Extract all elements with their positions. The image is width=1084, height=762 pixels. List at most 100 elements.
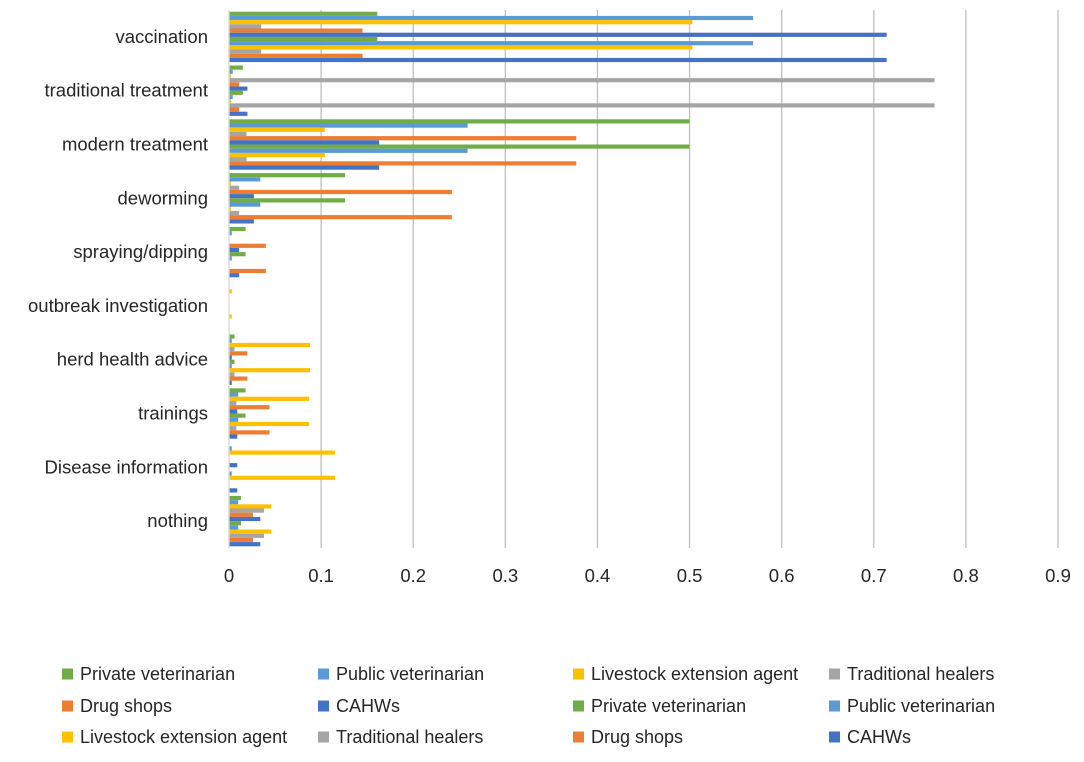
bar-trainings-drug-shops-4 (229, 405, 270, 410)
legend-label-cahws-5: CAHWs (336, 696, 400, 716)
bar-trainings-public-veterinarian-7 (229, 417, 239, 422)
x-tick-label-0-4: 0.4 (585, 565, 611, 586)
bar-modern-treatment-drug-shops-4 (229, 136, 577, 141)
legend-item-livestock-extension-agent-8: Livestock extension agent (62, 727, 287, 747)
bar-herd-health-advice-public-veterinarian-7 (229, 363, 232, 369)
category-label-modern-treatment: modern treatment (62, 134, 208, 155)
bar-traditional-treatment-private-veterinarian-0 (229, 65, 243, 70)
bar-disease-information-cahws-5 (229, 463, 238, 468)
bar-herd-health-advice-drug-shops-10 (229, 376, 248, 381)
bar-nothing-drug-shops-4 (229, 512, 253, 517)
bar-trainings-livestock-extension-agent-2 (229, 396, 310, 401)
bar-disease-information-livestock-extension-agent-2 (229, 450, 335, 455)
bar-herd-health-advice-private-veterinarian-6 (229, 359, 235, 364)
bar-spraying-dipping-public-veterinarian-1 (229, 231, 232, 236)
bar-vaccination-public-veterinarian-7 (229, 41, 754, 46)
bar-herd-health-advice-cahws-11 (229, 380, 232, 385)
bar-modern-treatment-private-veterinarian-0 (229, 119, 690, 124)
bar-modern-treatment-traditional-healers-9 (229, 157, 247, 162)
bar-trainings-cahws-11 (229, 434, 238, 439)
legend-swatch-livestock-extension-agent-2 (573, 668, 584, 680)
bar-vaccination-private-veterinarian-6 (229, 36, 378, 42)
bar-modern-treatment-cahws-11 (229, 165, 380, 170)
bar-herd-health-advice-livestock-extension-agent-8 (229, 368, 311, 373)
category-label-disease-information: Disease information (45, 456, 209, 477)
x-tick-label-0-1: 0.1 (308, 565, 334, 586)
bar-trainings-livestock-extension-agent-8 (229, 421, 310, 427)
bar-spraying-dipping-drug-shops-4 (229, 243, 266, 248)
bar-deworming-traditional-healers-3 (229, 185, 240, 190)
bar-vaccination-public-veterinarian-1 (229, 15, 754, 21)
bar-deworming-public-veterinarian-1 (229, 177, 261, 182)
bar-trainings-private-veterinarian-6 (229, 413, 246, 418)
bar-trainings-drug-shops-10 (229, 430, 270, 435)
legend-item-cahws-11: CAHWs (829, 727, 911, 747)
legend-label-drug-shops-10: Drug shops (591, 727, 683, 747)
x-tick-label-0-7: 0.7 (861, 565, 887, 586)
bar-traditional-treatment-livestock-extension-agent-8 (229, 99, 231, 104)
bar-nothing-traditional-healers-3 (229, 508, 265, 513)
bar-modern-treatment-livestock-extension-agent-8 (229, 152, 325, 158)
bar-herd-health-advice-traditional-healers-9 (229, 372, 235, 377)
legend-item-livestock-extension-agent-2: Livestock extension agent (573, 664, 798, 684)
legend-swatch-drug-shops-4 (62, 700, 73, 712)
bar-modern-treatment-private-veterinarian-6 (229, 144, 690, 149)
legend-swatch-traditional-healers-3 (829, 668, 840, 680)
bar-traditional-treatment-public-veterinarian-1 (229, 69, 233, 74)
legend-label-drug-shops-4: Drug shops (80, 696, 172, 716)
legend-swatch-livestock-extension-agent-8 (62, 731, 73, 743)
category-label-traditional-treatment: traditional treatment (44, 80, 208, 101)
bar-vaccination-cahws-11 (229, 57, 887, 63)
bar-vaccination-traditional-healers-3 (229, 24, 262, 29)
legend-swatch-public-veterinarian-7 (829, 700, 840, 712)
bar-deworming-private-veterinarian-6 (229, 198, 346, 203)
bar-traditional-treatment-private-veterinarian-6 (229, 90, 243, 95)
x-tick-label-0-8: 0.8 (953, 565, 979, 586)
legend-item-drug-shops-4: Drug shops (62, 696, 172, 716)
bar-modern-treatment-cahws-5 (229, 140, 380, 145)
bar-nothing-private-veterinarian-6 (229, 521, 241, 526)
legend-swatch-private-veterinarian-0 (62, 668, 73, 680)
bar-herd-health-advice-public-veterinarian-1 (229, 338, 232, 343)
bar-disease-information-livestock-extension-agent-8 (229, 475, 335, 480)
bar-nothing-cahws-11 (229, 542, 261, 547)
legend-label-traditional-healers-9: Traditional healers (336, 727, 483, 747)
bar-deworming-livestock-extension-agent-2 (229, 181, 231, 186)
legend-swatch-cahws-5 (318, 700, 329, 712)
bar-herd-health-advice-cahws-5 (229, 355, 232, 360)
bar-trainings-public-veterinarian-1 (229, 392, 239, 397)
bar-traditional-treatment-cahws-5 (229, 86, 248, 91)
bar-nothing-cahws-5 (229, 516, 261, 522)
x-tick-label-0-2: 0.2 (400, 565, 426, 586)
bar-traditional-treatment-drug-shops-10 (229, 107, 240, 112)
bar-spraying-dipping-cahws-5 (229, 247, 240, 253)
legend-swatch-public-veterinarian-1 (318, 668, 329, 680)
bar-deworming-private-veterinarian-0 (229, 173, 346, 178)
bar-vaccination-private-veterinarian-0 (229, 11, 378, 16)
gridlines (320, 10, 1059, 548)
bar-vaccination-livestock-extension-agent-8 (229, 45, 693, 50)
category-label-vaccination: vaccination (115, 26, 208, 47)
legend-item-drug-shops-10: Drug shops (573, 727, 683, 747)
bar-vaccination-drug-shops-10 (229, 53, 363, 58)
bar-deworming-cahws-11 (229, 219, 254, 224)
bar-modern-treatment-public-veterinarian-1 (229, 123, 468, 128)
legend-item-public-veterinarian-7: Public veterinarian (829, 696, 995, 716)
bar-traditional-treatment-drug-shops-4 (229, 82, 240, 87)
legend-label-public-veterinarian-7: Public veterinarian (847, 696, 995, 716)
bar-nothing-private-veterinarian-0 (229, 495, 241, 501)
legend-label-private-veterinarian-0: Private veterinarian (80, 664, 235, 684)
bar-vaccination-traditional-healers-9 (229, 49, 262, 54)
bar-modern-treatment-traditional-healers-3 (229, 131, 247, 137)
legend-label-livestock-extension-agent-2: Livestock extension agent (591, 664, 798, 684)
legend-label-traditional-healers-3: Traditional healers (847, 664, 994, 684)
category-label-herd-health-advice: herd health advice (57, 349, 208, 370)
x-tick-label-0: 0 (224, 565, 234, 586)
bar-spraying-dipping-public-veterinarian-7 (229, 256, 232, 261)
bar-deworming-drug-shops-10 (229, 215, 452, 220)
bar-traditional-treatment-traditional-healers-9 (229, 103, 935, 108)
bar-outbreak-investigation-livestock-extension-agent-2 (229, 289, 232, 294)
bar-deworming-traditional-healers-9 (229, 210, 240, 216)
bar-deworming-public-veterinarian-7 (229, 202, 261, 207)
